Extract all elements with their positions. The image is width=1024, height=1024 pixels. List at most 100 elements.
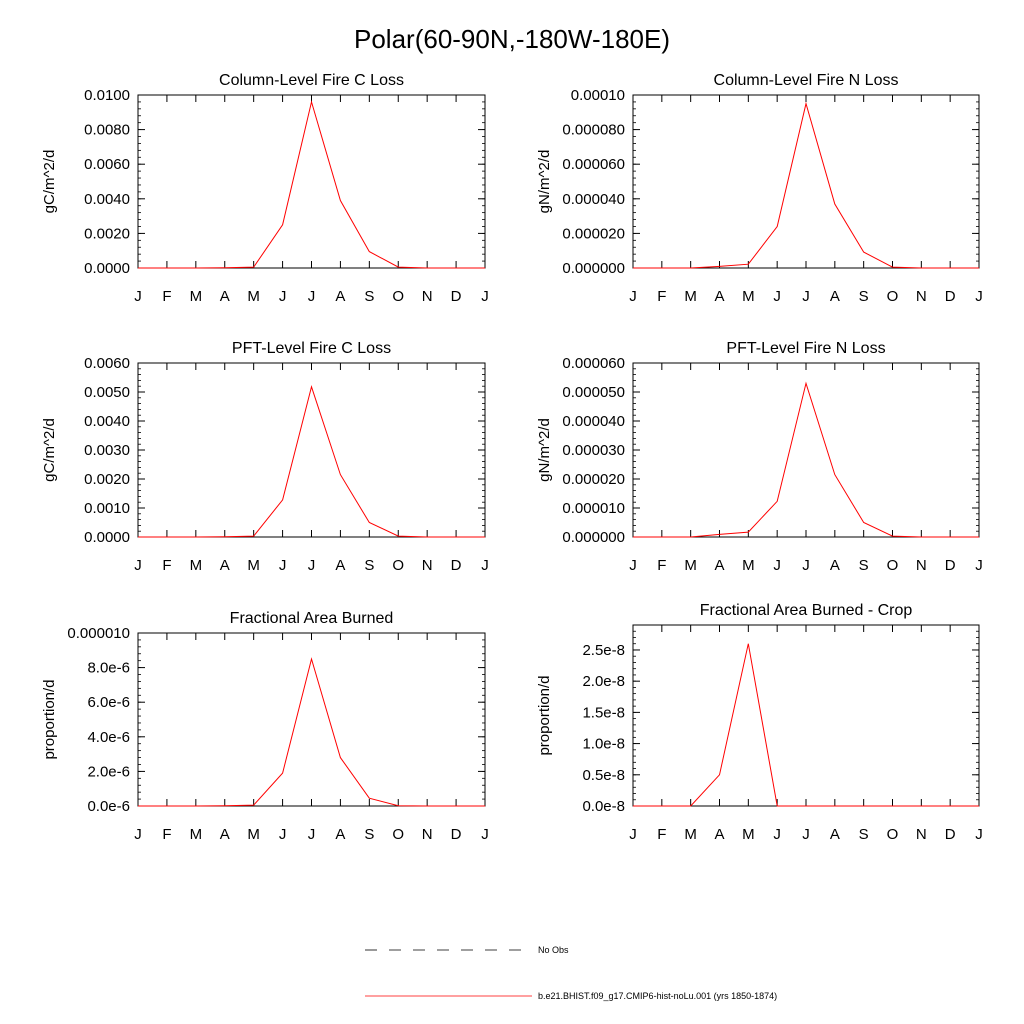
x-tick-label: S (364, 288, 374, 305)
x-tick-label: F (657, 288, 666, 305)
x-tick-label: A (830, 557, 840, 574)
x-tick-label: M (247, 557, 260, 574)
x-tick-label: N (422, 826, 433, 843)
x-tick-label: J (802, 557, 810, 574)
x-tick-label: N (422, 557, 433, 574)
y-tick-label: 0.0000 (84, 529, 130, 546)
x-tick-label: M (684, 288, 697, 305)
plot-frame (632, 624, 980, 807)
y-tick-label: 0.0e-8 (582, 798, 625, 815)
series-line-1 (138, 385, 485, 538)
x-tick-label: O (392, 557, 404, 574)
x-tick-label: A (830, 826, 840, 843)
y-tick-label: 0.000040 (562, 413, 625, 430)
x-tick-label: J (773, 826, 781, 843)
y-tick-label: 0.000000 (562, 529, 625, 546)
x-tick-label: M (684, 826, 697, 843)
x-tick-label: J (134, 557, 142, 574)
x-tick-label: J (134, 826, 142, 843)
x-tick-label: J (773, 288, 781, 305)
x-tick-label: J (975, 288, 983, 305)
x-tick-label: N (916, 557, 927, 574)
y-axis-label: gN/m^2/d (536, 150, 553, 214)
y-tick-label: 0.0030 (84, 442, 130, 459)
x-tick-label: A (335, 288, 345, 305)
y-tick-label: 0.0000 (84, 260, 130, 277)
y-tick-label: 0.0040 (84, 413, 130, 430)
y-tick-label: 2.0e-8 (582, 673, 625, 690)
y-tick-label: 0.000020 (562, 471, 625, 488)
y-tick-label: 0.000050 (562, 384, 625, 401)
x-tick-label: M (247, 288, 260, 305)
panel-title: Fractional Area Burned - Crop (700, 602, 913, 619)
x-tick-label: A (714, 288, 724, 305)
x-tick-label: N (916, 288, 927, 305)
y-tick-label: 0.000060 (562, 355, 625, 372)
y-axis-label: gN/m^2/d (536, 418, 553, 482)
x-tick-label: S (859, 288, 869, 305)
plot-frame (137, 362, 486, 538)
figure-title: Polar(60-90N,-180W-180E) (354, 24, 670, 54)
x-tick-label: A (220, 557, 230, 574)
x-tick-label: J (629, 557, 637, 574)
panel-title: PFT-Level Fire N Loss (726, 340, 885, 357)
x-tick-label: D (451, 826, 462, 843)
x-tick-label: O (392, 288, 404, 305)
x-tick-label: F (657, 826, 666, 843)
series-line-1 (138, 657, 485, 807)
legend-obs-label: No Obs (538, 945, 569, 955)
y-tick-label: 0.000030 (562, 442, 625, 459)
series-line-1 (138, 99, 485, 269)
x-tick-label: N (422, 288, 433, 305)
x-tick-label: A (220, 288, 230, 305)
x-tick-label: J (629, 288, 637, 305)
x-tick-label: J (279, 557, 287, 574)
y-tick-label: 0.0020 (84, 471, 130, 488)
x-tick-label: J (975, 826, 983, 843)
x-tick-label: S (364, 557, 374, 574)
x-tick-label: S (859, 826, 869, 843)
legend-model-label: b.e21.BHIST.f09_g17.CMIP6-hist-noLu.001 … (538, 991, 777, 1001)
x-tick-label: J (802, 288, 810, 305)
y-tick-label: 0.000000 (562, 260, 625, 277)
x-tick-label: D (945, 826, 956, 843)
x-tick-label: M (190, 826, 203, 843)
x-tick-label: O (887, 557, 899, 574)
x-tick-label: J (308, 826, 316, 843)
y-tick-label: 6.0e-6 (87, 694, 130, 711)
x-tick-label: D (451, 557, 462, 574)
x-tick-label: O (887, 826, 899, 843)
x-tick-label: F (162, 557, 171, 574)
y-tick-label: 1.0e-8 (582, 736, 625, 753)
y-tick-label: 0.5e-8 (582, 767, 625, 784)
x-tick-label: J (481, 557, 489, 574)
panel-title: Column-Level Fire C Loss (219, 72, 404, 89)
x-tick-label: M (684, 557, 697, 574)
y-axis-label: gC/m^2/d (41, 150, 58, 214)
x-tick-label: D (945, 288, 956, 305)
y-tick-label: 0.0060 (84, 156, 130, 173)
y-tick-label: 0.000010 (562, 500, 625, 517)
y-tick-label: 2.5e-8 (582, 642, 625, 659)
x-tick-label: J (308, 557, 316, 574)
x-tick-label: J (481, 826, 489, 843)
plot-frame (632, 362, 980, 538)
plot-frame (137, 94, 486, 269)
panel-title: PFT-Level Fire C Loss (232, 340, 391, 357)
x-tick-label: A (335, 557, 345, 574)
y-tick-label: 0.0100 (84, 87, 130, 104)
x-tick-label: F (657, 557, 666, 574)
x-tick-label: A (220, 826, 230, 843)
y-tick-label: 0.0040 (84, 191, 130, 208)
x-tick-label: S (859, 557, 869, 574)
x-tick-label: J (308, 288, 316, 305)
x-tick-label: A (830, 288, 840, 305)
x-tick-label: J (279, 288, 287, 305)
